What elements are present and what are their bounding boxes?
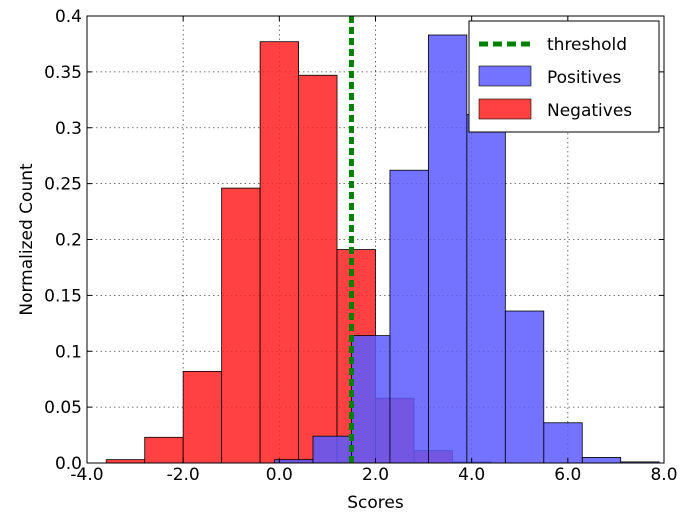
- x-tick-label: 2.0: [362, 465, 389, 485]
- y-axis-label: Normalized Count: [17, 163, 37, 316]
- positives-bar: [312, 435, 352, 464]
- legend-positives-swatch: [478, 65, 532, 87]
- y-tick-label: 0.05: [44, 398, 82, 418]
- negatives-bar: [105, 459, 146, 464]
- y-tick-label: 0.3: [55, 119, 82, 139]
- positives-bar: [351, 335, 391, 464]
- positives-bar: [274, 459, 314, 464]
- y-tick-label: 0.1: [55, 342, 82, 362]
- x-tick-label: 0.0: [266, 465, 293, 485]
- positives-bar: [466, 113, 506, 464]
- negatives-bar: [221, 187, 261, 464]
- legend-threshold-label: threshold: [547, 35, 627, 55]
- y-tick-label: 0.4: [55, 7, 82, 27]
- y-tick-label: 0.0: [55, 454, 82, 474]
- x-tick-label: -4.0: [70, 465, 103, 485]
- axis-ticks: [86, 15, 665, 464]
- negatives-bar: [259, 41, 299, 464]
- negatives-bar: [298, 74, 338, 464]
- y-tick-label: 0.35: [44, 63, 82, 83]
- y-tick-labels: 0.0 0.05 0.1 0.15 0.2 0.25 0.3 0.35 0.4: [44, 7, 82, 474]
- positives-bar: [427, 34, 468, 464]
- legend-negatives-swatch: [478, 98, 532, 120]
- y-tick-label: 0.2: [55, 231, 82, 251]
- x-tick-label: -2.0: [167, 465, 200, 485]
- y-tick-label: 0.25: [44, 175, 82, 195]
- x-axis-label: Scores: [347, 493, 404, 513]
- x-tick-label: 6.0: [554, 465, 581, 485]
- legend: threshold Positives Negatives: [468, 20, 660, 133]
- positives-bar: [389, 169, 429, 464]
- y-tick-label: 0.15: [44, 286, 82, 306]
- legend-positives-label: Positives: [547, 68, 622, 88]
- positives-bar: [504, 310, 545, 464]
- negatives-bars: [105, 41, 492, 464]
- x-tick-label: 8.0: [650, 465, 677, 485]
- positives-bar: [543, 422, 583, 464]
- positives-bar: [581, 457, 622, 464]
- negatives-bar: [182, 370, 223, 464]
- x-tick-label: 4.0: [458, 465, 485, 485]
- positives-bars: [274, 34, 660, 464]
- negatives-bar: [144, 436, 184, 464]
- legend-negatives-label: Negatives: [547, 101, 632, 121]
- x-tick-labels: -4.0 -2.0 0.0 2.0 4.0 6.0 8.0: [70, 465, 677, 485]
